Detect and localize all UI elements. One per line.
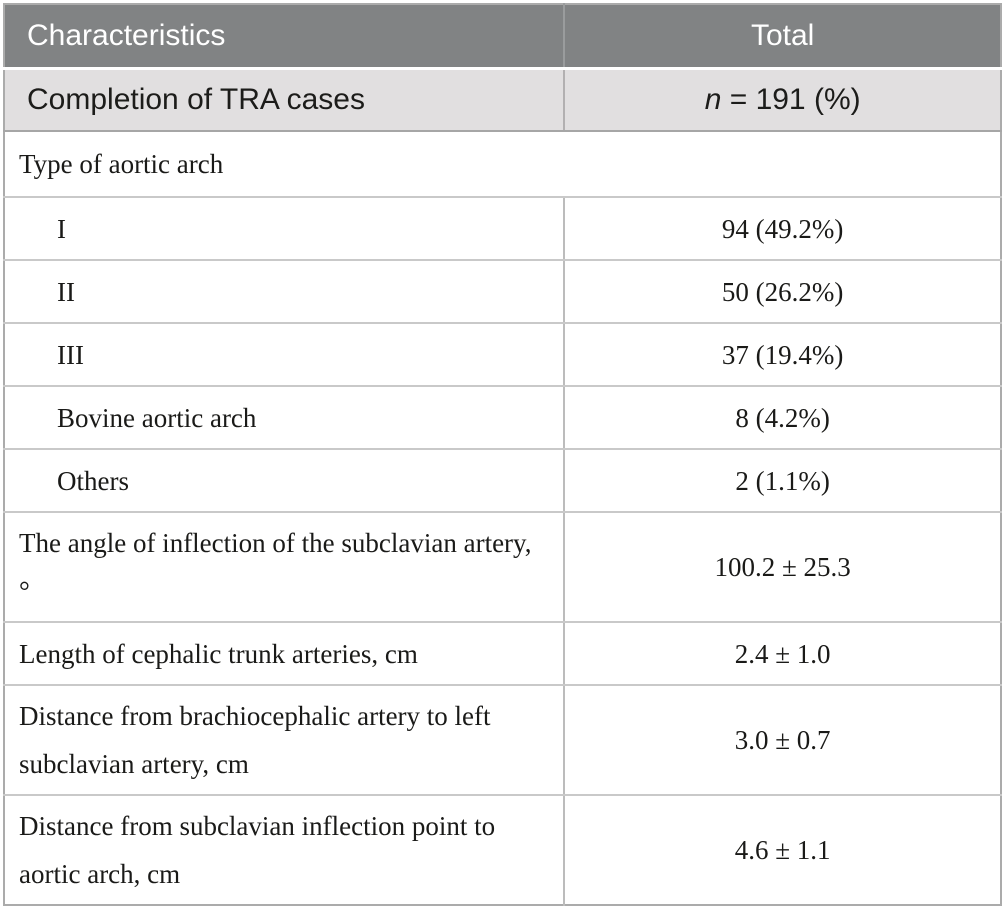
row-label: I [4, 197, 565, 261]
table-row: Others 2 (1.1%) [4, 449, 1001, 513]
subheader-row: Completion of TRA cases n = 191 (%) [4, 68, 1001, 132]
row-label: II [4, 260, 565, 324]
table-row: II 50 (26.2%) [4, 260, 1001, 324]
row-label: Distance from brachiocephalic artery to … [4, 685, 565, 796]
table-row: Bovine aortic arch 8 (4.2%) [4, 386, 1001, 450]
row-value: 37 (19.4%) [563, 323, 1001, 387]
table-row: III 37 (19.4%) [4, 323, 1001, 387]
table-row: The angle of inflection of the subclavia… [4, 512, 1001, 623]
subheader-value: n = 191 (%) [563, 68, 1001, 132]
row-label: Others [4, 449, 565, 513]
subheader-n-count: = 191 (%) [721, 83, 861, 116]
table-row: Type of aortic arch [4, 131, 1001, 198]
table-row: Distance from brachiocephalic artery to … [4, 685, 1001, 796]
header-characteristics: Characteristics [4, 4, 565, 70]
table-row: Distance from subclavian inflection poin… [4, 795, 1001, 905]
row-value: 3.0 ± 0.7 [563, 685, 1001, 796]
row-label: Type of aortic arch [4, 131, 1001, 198]
subheader-label: Completion of TRA cases [4, 68, 565, 132]
header-total: Total [563, 4, 1001, 70]
row-value: 4.6 ± 1.1 [563, 795, 1001, 905]
row-value: 50 (26.2%) [563, 260, 1001, 324]
table-row: I 94 (49.2%) [4, 197, 1001, 261]
row-value: 2.4 ± 1.0 [563, 622, 1001, 686]
table-row: Length of cephalic trunk arteries, cm 2.4… [4, 622, 1001, 686]
row-value: 94 (49.2%) [563, 197, 1001, 261]
row-label: Bovine aortic arch [4, 386, 565, 450]
header-row: Characteristics Total [4, 4, 1001, 70]
table-body: Type of aortic arch I 94 (49.2%) II 50 (26.2… [4, 131, 1001, 905]
row-value: 2 (1.1%) [563, 449, 1001, 513]
row-value: 100.2 ± 25.3 [563, 512, 1001, 623]
row-label: Length of cephalic trunk arteries, cm [4, 622, 565, 686]
row-label: Distance from subclavian inflection poin… [4, 795, 565, 905]
row-value: 8 (4.2%) [563, 386, 1001, 450]
subheader-n-symbol: n [704, 83, 722, 116]
row-label: The angle of inflection of the subclavia… [4, 512, 565, 623]
characteristics-table: Characteristics Total Completion of TRA … [3, 3, 1002, 906]
row-label: III [4, 323, 565, 387]
